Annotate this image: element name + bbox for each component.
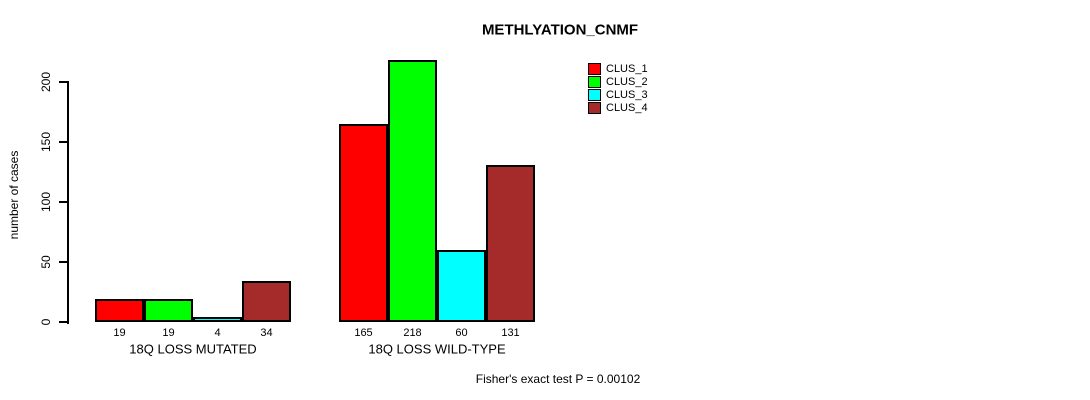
bar-clus_4-group2 xyxy=(486,165,535,322)
legend-swatch xyxy=(588,88,601,101)
y-axis-tick xyxy=(59,81,67,83)
legend-label: CLUS_3 xyxy=(606,88,648,101)
y-axis-line xyxy=(67,81,69,324)
bar-clus_1-group2 xyxy=(339,124,388,322)
bar-clus_1-group1 xyxy=(95,299,144,322)
stat-annotation: Fisher's exact test P = 0.00102 xyxy=(475,372,641,386)
y-axis-tick-label: 100 xyxy=(39,191,53,213)
legend-label: CLUS_2 xyxy=(606,75,648,88)
legend: CLUS_1 CLUS_2 CLUS_3 CLUS_4 xyxy=(588,62,648,114)
chart-title: METHLYATION_CNMF xyxy=(481,21,639,39)
legend-swatch xyxy=(588,62,601,75)
legend-item-clus_1: CLUS_1 xyxy=(588,62,648,75)
legend-label: CLUS_4 xyxy=(606,101,648,114)
y-axis-tick-label: 200 xyxy=(39,71,53,93)
legend-item-clus_3: CLUS_3 xyxy=(588,88,648,101)
bar-value-label: 4 xyxy=(214,327,221,339)
x-group-label: 18Q LOSS MUTATED xyxy=(129,341,257,357)
bar-value-label: 60 xyxy=(455,327,468,339)
y-axis-tick-label: 150 xyxy=(39,131,53,153)
y-axis-tick xyxy=(59,201,67,203)
bar-value-label: 131 xyxy=(501,327,520,339)
legend-swatch xyxy=(588,75,601,88)
bar-value-label: 218 xyxy=(403,327,422,339)
y-axis-tick xyxy=(59,141,67,143)
bar-value-label: 34 xyxy=(260,327,273,339)
bar-value-label: 19 xyxy=(113,327,126,339)
bar-clus_2-group1 xyxy=(144,299,193,322)
legend-label: CLUS_1 xyxy=(606,62,648,75)
legend-item-clus_4: CLUS_4 xyxy=(588,101,648,114)
y-axis-tick-label: 50 xyxy=(39,255,53,269)
legend-item-clus_2: CLUS_2 xyxy=(588,75,648,88)
bar-clus_3-group1 xyxy=(193,317,242,322)
bar-value-label: 19 xyxy=(162,327,175,339)
bar-clus_3-group2 xyxy=(437,250,486,322)
bar-value-label: 165 xyxy=(354,327,373,339)
bar-clus_4-group1 xyxy=(242,281,291,322)
bar-clus_2-group2 xyxy=(388,60,437,322)
y-axis-label: number of cases xyxy=(7,150,21,240)
legend-swatch xyxy=(588,101,601,114)
y-axis-tick-label: 0 xyxy=(39,318,53,326)
x-group-label: 18Q LOSS WILD-TYPE xyxy=(368,341,506,357)
y-axis-tick xyxy=(59,261,67,263)
y-axis-tick xyxy=(59,321,67,323)
